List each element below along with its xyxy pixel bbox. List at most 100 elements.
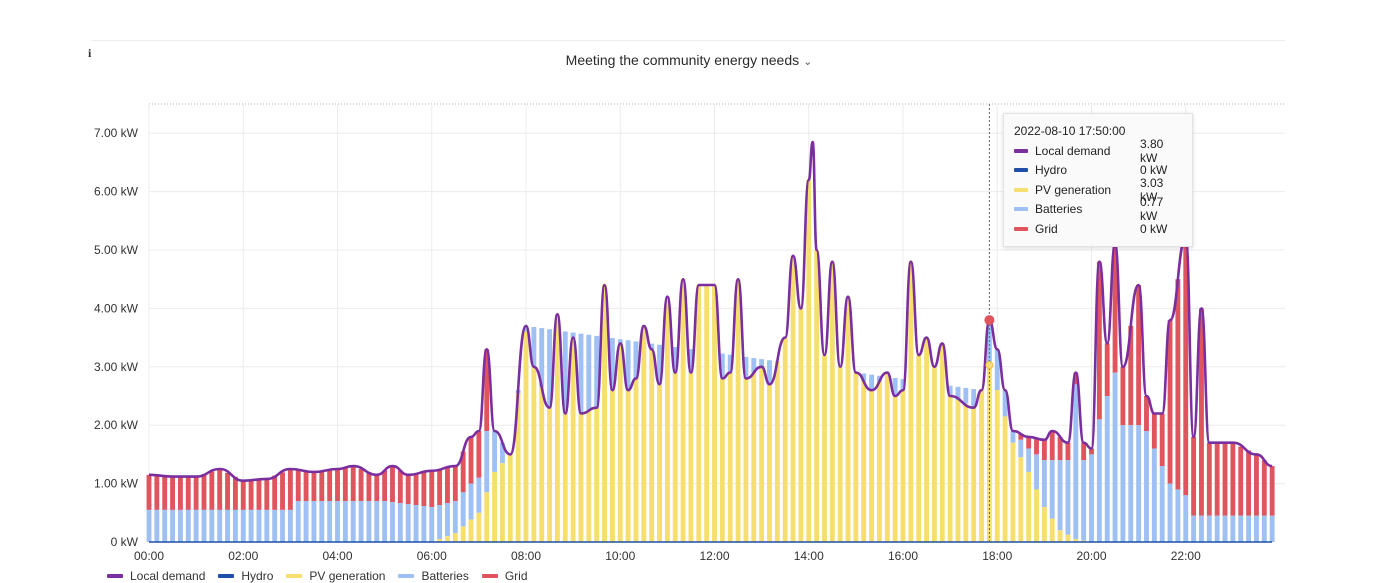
- batteries-bar: [398, 503, 403, 542]
- pv-bar: [508, 454, 513, 542]
- legend-label: Hydro: [241, 569, 273, 583]
- x-tick-label: 06:00: [417, 549, 447, 563]
- tooltip-series-name: Grid: [1035, 222, 1140, 236]
- grid-bar: [1175, 279, 1180, 489]
- pv-bar: [916, 355, 921, 542]
- pv-bar: [594, 408, 599, 542]
- pv-bar: [1058, 530, 1063, 542]
- pv-bar: [1003, 416, 1008, 542]
- batteries-bar: [1215, 516, 1220, 542]
- batteries-bar: [312, 501, 317, 542]
- pv-bar: [948, 396, 953, 542]
- pv-bar: [712, 285, 717, 542]
- legend-label: Local demand: [130, 569, 205, 583]
- pv-bar: [681, 279, 686, 542]
- batteries-bar: [421, 506, 426, 542]
- batteries-bar: [1018, 440, 1023, 458]
- tooltip-swatch: [1014, 149, 1028, 153]
- pv-bar: [1042, 507, 1047, 542]
- legend-item[interactable]: Batteries: [398, 569, 468, 583]
- tooltip-series-value: 0 kW: [1140, 222, 1182, 236]
- legend: Local demand Hydro PV generation Batteries G…: [107, 569, 541, 583]
- grid-bar: [154, 475, 159, 509]
- batteries-bar: [335, 501, 340, 542]
- batteries-bar: [476, 478, 481, 513]
- batteries-bar: [359, 501, 364, 542]
- grid-bar: [1066, 443, 1071, 461]
- pv-bar: [524, 332, 529, 542]
- batteries-bar: [1246, 516, 1251, 542]
- x-tick-label: 12:00: [699, 549, 729, 563]
- legend-label: PV generation: [309, 569, 385, 583]
- batteries-bar: [586, 335, 591, 411]
- batteries-bar: [382, 501, 387, 542]
- batteries-bar: [233, 510, 238, 542]
- legend-item[interactable]: PV generation: [286, 569, 385, 583]
- grid-bar: [406, 475, 411, 504]
- pv-bar: [971, 408, 976, 542]
- pv-bar: [704, 285, 709, 542]
- batteries-bar: [1199, 516, 1204, 542]
- grid-bar: [1215, 443, 1220, 516]
- batteries-bar: [1089, 454, 1094, 542]
- batteries-bar: [343, 501, 348, 542]
- pv-bar: [665, 297, 670, 542]
- pv-bar: [461, 526, 466, 542]
- legend-item[interactable]: Local demand: [107, 569, 205, 583]
- batteries-bar: [1128, 425, 1133, 542]
- y-tick-label: 0 kW: [111, 535, 139, 549]
- grid-bar: [272, 476, 277, 510]
- legend-item[interactable]: Grid: [482, 569, 528, 583]
- batteries-bar: [1105, 396, 1110, 542]
- batteries-bar: [178, 510, 183, 542]
- batteries-bar: [194, 510, 199, 542]
- grid-bar: [429, 471, 434, 507]
- grid-bar: [445, 468, 450, 503]
- pv-bar: [555, 314, 560, 542]
- pv-bar: [610, 390, 615, 542]
- pv-bar: [736, 279, 741, 542]
- pv-bar: [689, 373, 694, 542]
- batteries-bar: [162, 510, 167, 542]
- pv-bar: [484, 492, 489, 542]
- hover-point-demand: [984, 315, 994, 325]
- pv-bar: [539, 387, 544, 542]
- grid-bar: [421, 472, 426, 506]
- pv-bar: [979, 390, 984, 542]
- legend-swatch: [482, 574, 498, 578]
- batteries-bar: [1073, 384, 1078, 539]
- batteries-bar: [461, 492, 466, 526]
- legend-label: Grid: [505, 569, 528, 583]
- pv-bar: [775, 361, 780, 542]
- pv-bar: [798, 308, 803, 542]
- grid-bar: [327, 470, 332, 501]
- grid-bar: [312, 472, 317, 501]
- legend-swatch: [218, 574, 234, 578]
- grid-bar: [390, 466, 395, 502]
- grid-bar: [257, 480, 262, 510]
- x-tick-label: 14:00: [794, 549, 824, 563]
- batteries-bar: [406, 504, 411, 542]
- batteries-bar: [1262, 516, 1267, 542]
- pv-bar: [696, 285, 701, 542]
- batteries-bar: [272, 510, 277, 542]
- batteries-bar: [264, 510, 269, 542]
- grid-bar: [264, 479, 269, 510]
- pv-bar: [932, 367, 937, 542]
- grid-bar: [209, 472, 214, 510]
- batteries-bar: [1191, 516, 1196, 542]
- x-tick-label: 18:00: [982, 549, 1012, 563]
- batteries-bar: [1207, 516, 1212, 542]
- batteries-bar: [202, 510, 207, 542]
- legend-item[interactable]: Hydro: [218, 569, 273, 583]
- x-tick-label: 08:00: [511, 549, 541, 563]
- tooltip-swatch: [1014, 227, 1028, 231]
- pv-bar: [579, 414, 584, 542]
- tooltip-series-name: Batteries: [1035, 202, 1140, 216]
- grid-bar: [453, 466, 458, 501]
- x-tick-label: 00:00: [134, 549, 164, 563]
- hover-point-pv: [986, 362, 993, 369]
